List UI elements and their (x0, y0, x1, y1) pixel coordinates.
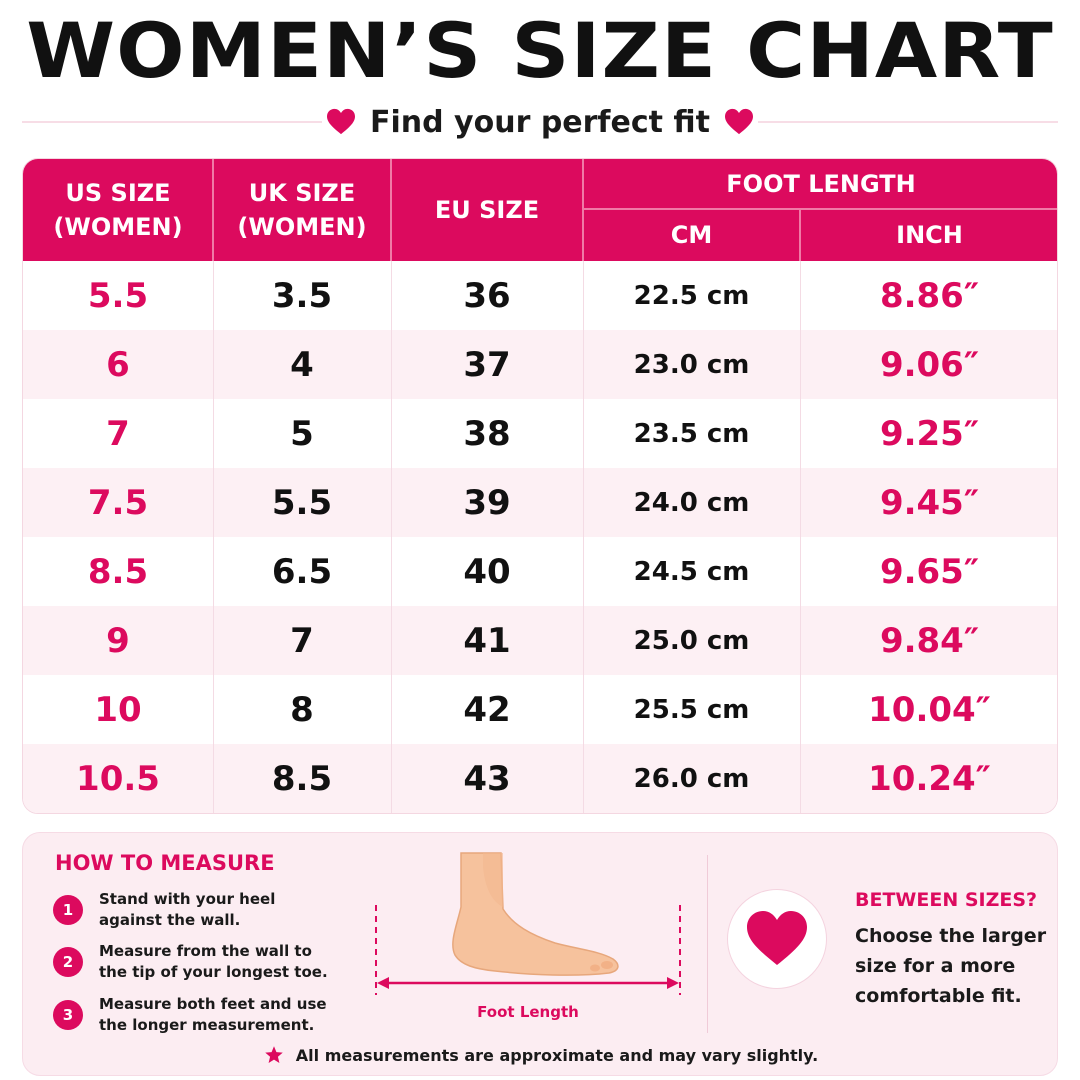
info-panel: HOW TO MEASURE 1 Stand with your heel ag… (22, 832, 1058, 1076)
cell-eu-size: 41 (463, 620, 511, 661)
cell-us-size: 6 (106, 344, 130, 385)
header-divider (390, 159, 392, 261)
cell-uk-size: 8 (290, 689, 314, 730)
panel-divider (707, 855, 708, 1033)
cell-us-size: 9 (106, 620, 130, 661)
disclaimer-text: All measurements are approximate and may… (295, 1045, 819, 1065)
cell-inch: 9.25″ (879, 413, 980, 454)
cell-cm: 23.0 cm (633, 349, 750, 380)
foot-length-label: Foot Length (477, 1003, 579, 1021)
step-number: 2 (53, 947, 83, 977)
heart-icon (747, 911, 807, 965)
cell-cm: 25.0 cm (633, 625, 750, 656)
cell-eu-size: 36 (463, 275, 511, 316)
disclaimer-note: All measurements are approximate and may… (23, 1045, 1059, 1065)
header-uk-size: UK SIZE (WOMEN) (237, 179, 367, 241)
cell-cm: 22.5 cm (633, 280, 750, 311)
step-number: 3 (53, 1000, 83, 1030)
table-row: 7.5 5.5 39 24.0 cm 9.45″ (23, 468, 1057, 537)
cell-uk-size: 5.5 (271, 482, 333, 523)
table-header: US SIZE (WOMEN) UK SIZE (WOMEN) EU SIZE … (23, 159, 1057, 261)
cell-uk-size: 3.5 (271, 275, 333, 316)
column-divider (391, 261, 392, 813)
cell-us-size: 7.5 (87, 482, 149, 523)
cell-us-size: 5.5 (87, 275, 149, 316)
divider-line-right (758, 121, 1058, 123)
cell-uk-size: 7 (290, 620, 314, 661)
header-divider (799, 209, 801, 261)
between-sizes-text: Choose the larger size for a more comfor… (855, 925, 1047, 1007)
cell-cm: 24.5 cm (633, 556, 750, 587)
header-cm: CM (670, 221, 713, 249)
column-divider (800, 261, 801, 813)
cell-uk-size: 4 (290, 344, 314, 385)
cell-uk-size: 8.5 (271, 758, 333, 799)
between-sizes-title: BETWEEN SIZES? (855, 889, 1038, 911)
cell-eu-size: 40 (463, 551, 511, 592)
cell-inch: 9.84″ (879, 620, 980, 661)
header-us-size: US SIZE (WOMEN) (53, 179, 183, 241)
cell-us-size: 10.5 (76, 758, 160, 799)
header-eu-size: EU SIZE (434, 196, 540, 224)
header-divider (583, 208, 1057, 210)
cell-eu-size: 38 (463, 413, 511, 454)
cell-inch: 9.45″ (879, 482, 980, 523)
step-text: Stand with your heel against the wall. (99, 890, 276, 929)
cell-eu-size: 37 (463, 344, 511, 385)
table-row: 10.5 8.5 43 26.0 cm 10.24″ (23, 744, 1057, 813)
step-number: 1 (53, 895, 83, 925)
page-title: WOMEN’S SIZE CHART (26, 6, 1054, 95)
table-row: 5.5 3.5 36 22.5 cm 8.86″ (23, 261, 1057, 330)
cell-us-size: 8.5 (87, 551, 149, 592)
foot-illustration (375, 852, 681, 995)
subtitle-row: Find your perfect fit (22, 100, 1058, 144)
header-divider (582, 159, 584, 261)
table-row: 6 4 37 23.0 cm 9.06″ (23, 330, 1057, 399)
step-text: Measure from the wall to the tip of your… (99, 942, 328, 981)
heart-icon (724, 108, 753, 135)
column-divider (213, 261, 214, 813)
cell-us-size: 10 (94, 689, 142, 730)
cell-inch: 8.86″ (879, 275, 980, 316)
star-icon (265, 1046, 283, 1063)
cell-cm: 23.5 cm (633, 418, 750, 449)
cell-uk-size: 5 (290, 413, 314, 454)
cell-eu-size: 39 (463, 482, 511, 523)
cell-us-size: 7 (106, 413, 130, 454)
cell-cm: 26.0 cm (633, 763, 750, 794)
cell-inch: 9.06″ (879, 344, 980, 385)
cell-cm: 24.0 cm (633, 487, 750, 518)
table-body: 5.5 3.5 36 22.5 cm 8.86″ 6 4 37 23.0 cm … (23, 261, 1057, 813)
cell-inch: 10.24″ (868, 758, 991, 799)
table-row: 9 7 41 25.0 cm 9.84″ (23, 606, 1057, 675)
cell-cm: 25.5 cm (633, 694, 750, 725)
step-text: Measure both feet and use the longer mea… (99, 995, 327, 1034)
cell-eu-size: 43 (463, 758, 511, 799)
heart-badge (727, 889, 827, 989)
divider-line-left (22, 121, 322, 123)
cell-inch: 10.04″ (868, 689, 991, 730)
header-divider (212, 159, 214, 261)
header-foot-length: FOOT LENGTH (726, 170, 916, 198)
table-row: 7 5 38 23.5 cm 9.25″ (23, 399, 1057, 468)
size-table: US SIZE (WOMEN) UK SIZE (WOMEN) EU SIZE … (22, 158, 1058, 814)
cell-eu-size: 42 (463, 689, 511, 730)
header-inch: INCH (896, 221, 963, 249)
foot-diagram: Foot Length (363, 847, 693, 1027)
column-divider (583, 261, 584, 813)
cell-inch: 9.65″ (879, 551, 980, 592)
how-to-measure-title: HOW TO MEASURE (55, 851, 275, 875)
page-subtitle: Find your perfect fit (370, 104, 710, 140)
heart-icon (327, 108, 355, 135)
table-row: 8.5 6.5 40 24.5 cm 9.65″ (23, 537, 1057, 606)
cell-uk-size: 6.5 (271, 551, 333, 592)
table-row: 10 8 42 25.5 cm 10.04″ (23, 675, 1057, 744)
